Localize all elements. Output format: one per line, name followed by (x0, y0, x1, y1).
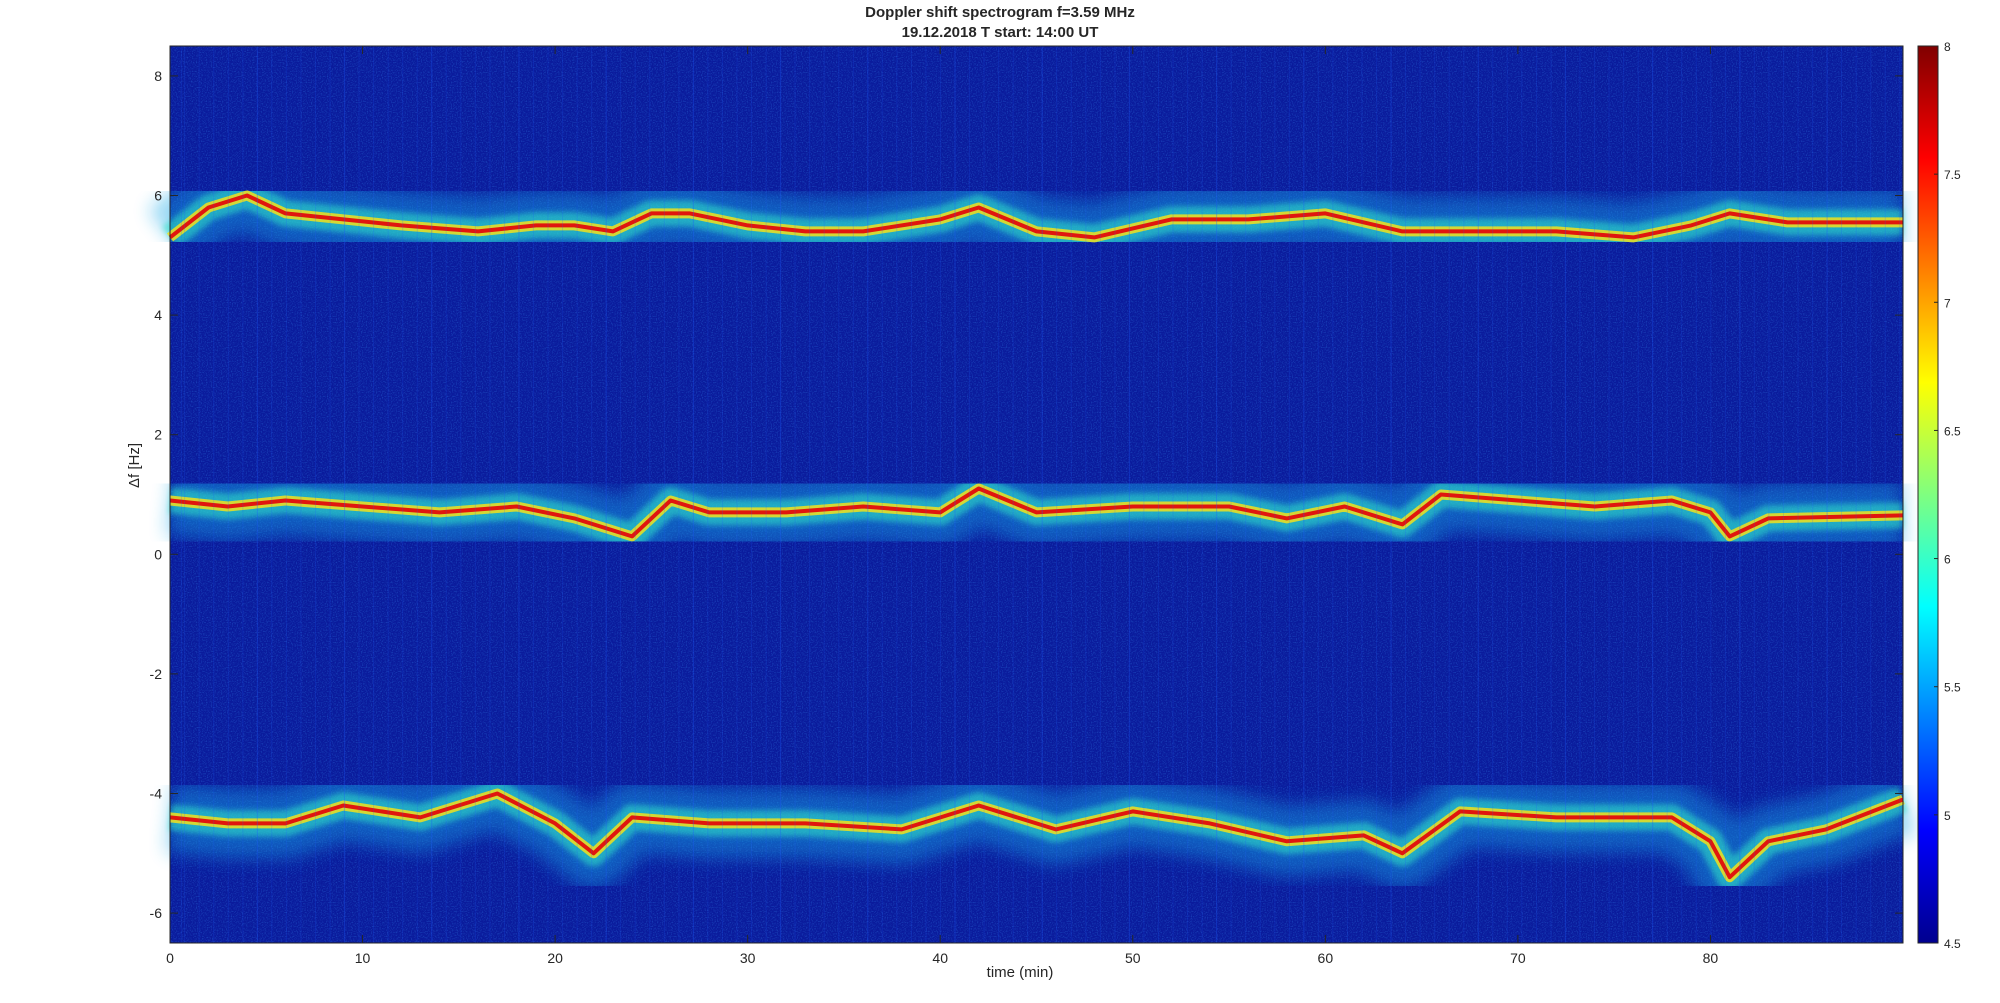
axes-frame (169, 45, 1904, 944)
plot-area (148, 46, 1916, 943)
band-3-line (169, 791, 1904, 880)
y-tick-label: 8 (154, 68, 162, 84)
colorbar-tick-label: 5 (1944, 809, 1951, 823)
x-tick-label: 40 (932, 950, 948, 966)
colorbar-frame (1917, 45, 1939, 944)
y-tick-label: -4 (150, 786, 163, 802)
chart-title: Doppler shift spectrogram f=3.59 MHz (865, 4, 1135, 21)
band-1-line (168, 193, 1903, 240)
y-tick-label: 6 (154, 188, 162, 204)
x-axis-label: time (min) (986, 964, 1054, 981)
y-tick-label: -2 (150, 666, 163, 682)
chart-subtitle: 19.12.2018 T start: 14:00 UT (901, 24, 1099, 41)
band-2-line (169, 486, 1904, 539)
x-tick-label: 10 (355, 950, 371, 966)
y-axis-label: Δf [Hz] (126, 442, 143, 488)
colorbar-tick-label: 7.5 (1944, 168, 1961, 182)
x-tick-label: 20 (547, 950, 563, 966)
y-tick-label: 4 (154, 307, 162, 323)
x-tick-label: 30 (740, 950, 756, 966)
colorbar-tick-label: 7 (1944, 296, 1951, 310)
colorbar-tick-label: 8 (1944, 40, 1951, 54)
colorbar-gradient (1918, 46, 1938, 943)
x-tick-label: 50 (1125, 950, 1141, 966)
x-tick-label: 0 (166, 950, 174, 966)
x-tick-label: 70 (1510, 950, 1526, 966)
colorbar-tick-label: 6 (1944, 553, 1951, 567)
y-tick-label: -6 (150, 905, 163, 921)
x-tick-label: 80 (1703, 950, 1719, 966)
colorbar-tick-label: 4.5 (1944, 937, 1961, 951)
colorbar-tick-label: 6.5 (1944, 424, 1961, 438)
colorbar: 8 7.5 7 6.5 6 5.5 5 4.5 (1917, 40, 1961, 951)
x-tick-label: 60 (1318, 950, 1334, 966)
colorbar-tick-label: 5.5 (1944, 681, 1961, 695)
y-tick-label: 0 (154, 546, 162, 562)
y-tick-label: 2 (154, 427, 162, 443)
